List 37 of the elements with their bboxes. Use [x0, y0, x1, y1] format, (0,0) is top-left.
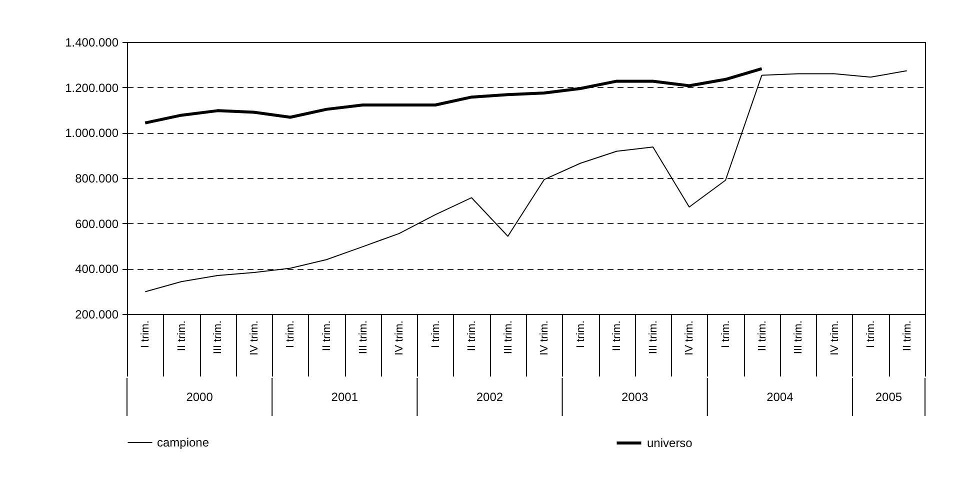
x-tick-label: III trim.: [212, 320, 224, 354]
x-tick-label: III trim.: [792, 320, 805, 354]
x-tick-label: II trim.: [901, 320, 914, 352]
y-tick-label: 1.400.000: [65, 36, 119, 50]
x-tick-label: II trim.: [756, 320, 768, 352]
text: 2004: [766, 390, 794, 404]
text: 2002: [476, 390, 504, 404]
y-tick-label: 1.200.000: [65, 80, 119, 95]
x-tick-label: IV trim.: [248, 320, 260, 356]
text: 2001: [331, 390, 358, 404]
x-tick-label: I trim.: [430, 320, 442, 348]
x-tick-label: IV trim.: [538, 320, 551, 356]
x-tick-label: I trim.: [865, 320, 878, 348]
x-tick-label: I trim.: [574, 320, 587, 348]
text: 2003: [621, 390, 648, 404]
y-tick-label: 1.000.000: [65, 126, 119, 140]
x-tick-label: IV trim.: [828, 320, 841, 356]
legend-label: campione: [157, 436, 210, 450]
x-tick-label: I trim.: [140, 320, 152, 348]
x-tick-label: III trim.: [357, 320, 370, 354]
x-tick-label: II trim.: [176, 320, 188, 352]
x-tick-label: II trim.: [466, 320, 478, 352]
x-tick-label: II trim.: [321, 320, 333, 352]
x-tick-label: IV trim.: [684, 320, 696, 356]
y-tick-label: 600.000: [75, 216, 119, 231]
text: 2000: [186, 390, 214, 404]
x-tick-label: I trim.: [284, 320, 297, 348]
x-tick-label: I trim.: [720, 320, 732, 348]
x-tick-label: III trim.: [502, 320, 514, 354]
text: 2005: [875, 390, 902, 404]
y-tick-label: 200.000: [75, 308, 119, 322]
y-tick-label: 400.000: [75, 262, 119, 276]
legend-label: universo: [647, 436, 693, 450]
x-tick-label: II trim.: [611, 320, 624, 352]
y-tick-label: 800.000: [75, 172, 119, 186]
x-tick-label: III trim.: [647, 320, 660, 354]
x-tick-label: IV trim.: [394, 320, 406, 356]
